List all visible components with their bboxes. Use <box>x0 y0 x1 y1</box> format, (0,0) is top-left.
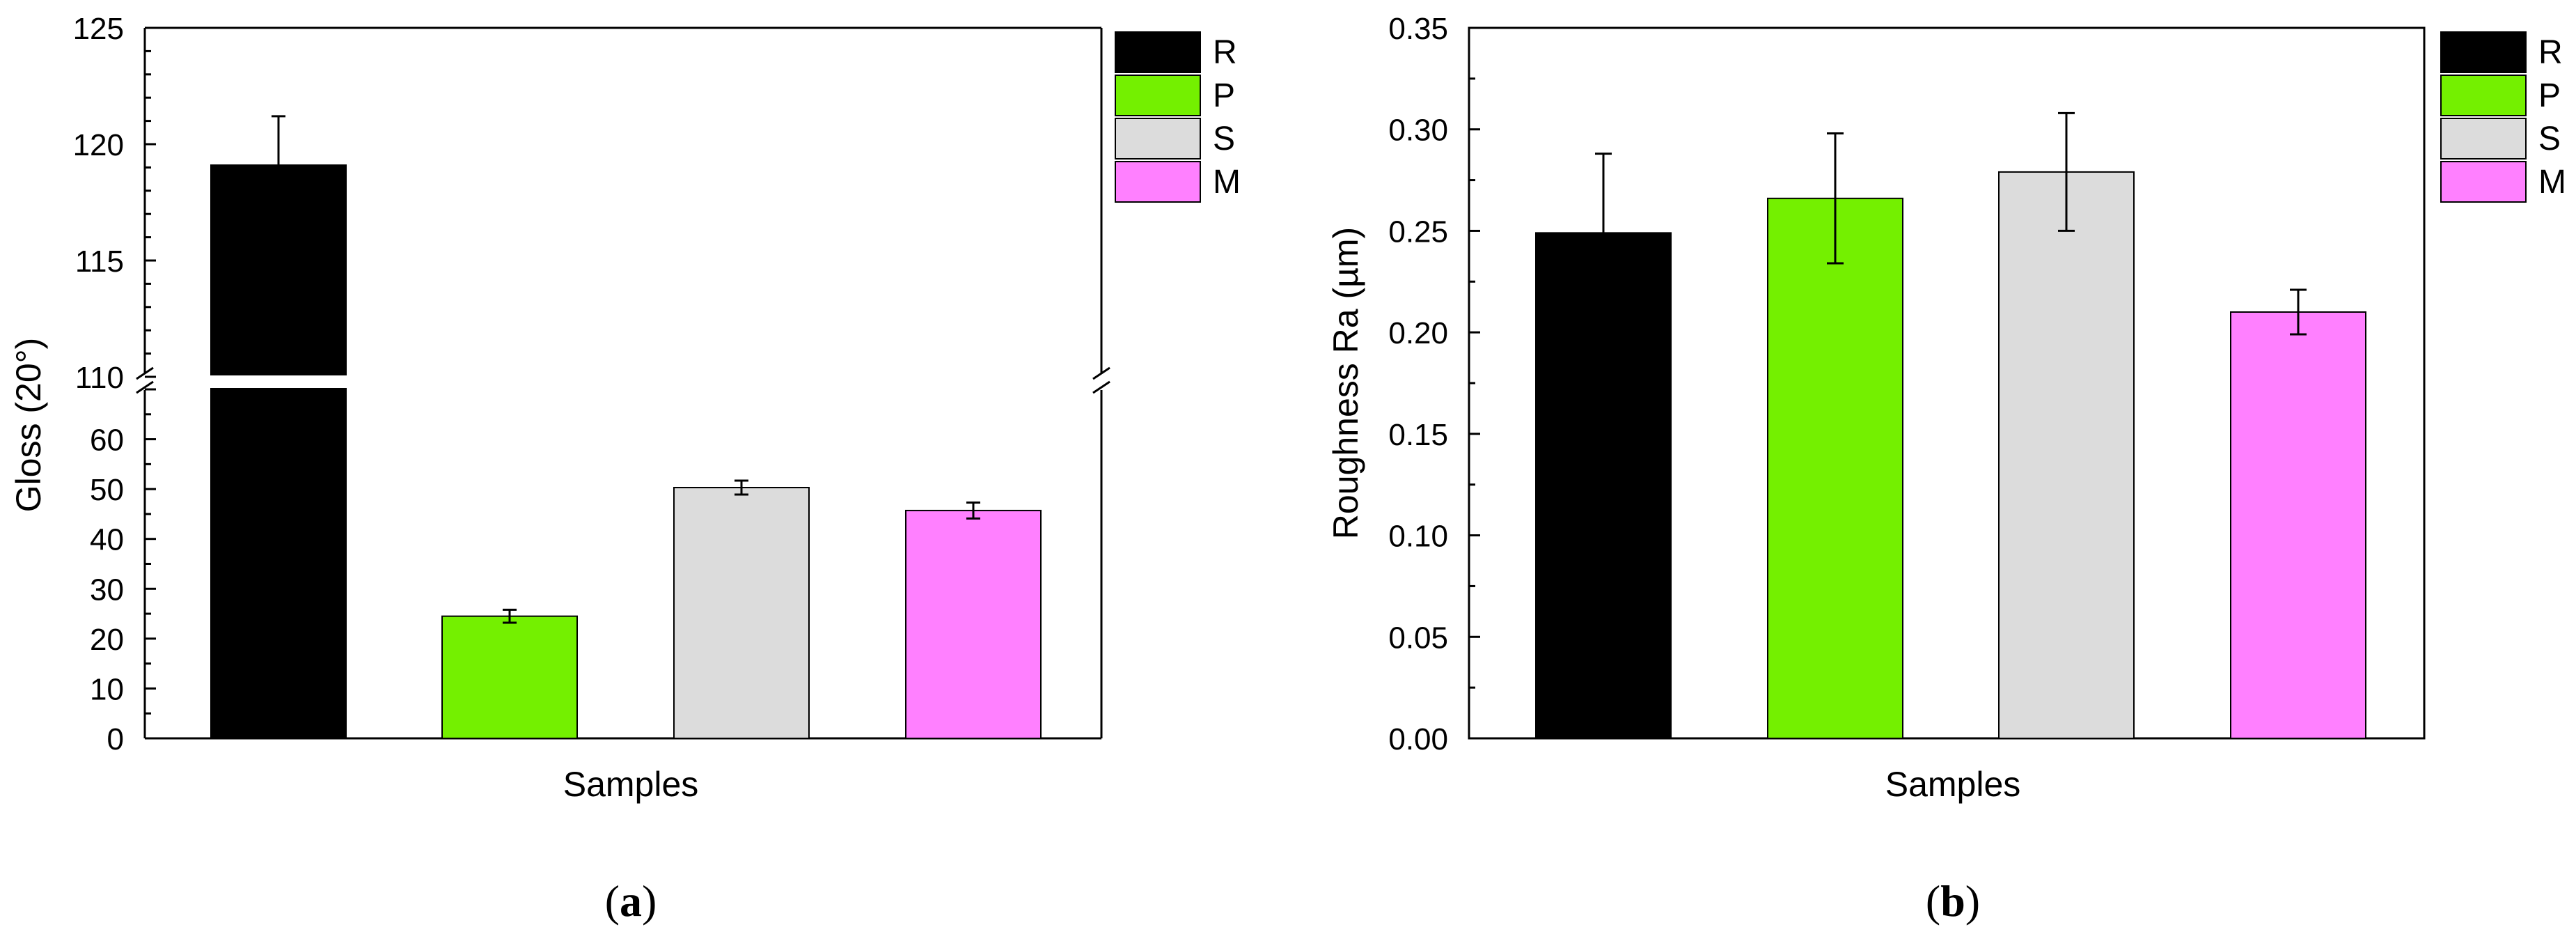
panel-a-xlabel: Samples <box>563 765 699 804</box>
y-tick-label: 110 <box>75 361 124 395</box>
panel-a-caption-open: ( <box>605 876 620 926</box>
bar-R <box>1535 232 1672 740</box>
y-tick-label: 50 <box>90 473 124 507</box>
y-tick-label: 10 <box>90 672 124 706</box>
panel-b-caption: (b) <box>1926 876 1980 926</box>
bar-R <box>210 164 347 739</box>
bar-P <box>1767 197 1903 739</box>
y-tick-label: 0.00 <box>1388 722 1448 756</box>
bar-S <box>673 486 810 739</box>
right-axis-break-mark <box>1092 366 1110 380</box>
legend-label-P: P <box>2538 77 2561 114</box>
y-tick-label: 20 <box>90 623 124 657</box>
legend-swatch-P <box>2440 75 2527 116</box>
y-tick-label: 0.25 <box>1388 215 1448 249</box>
legend-swatch-S <box>1115 118 1201 160</box>
legend-label-S: S <box>2538 121 2561 157</box>
bar-P <box>441 615 578 740</box>
y-tick-label: 30 <box>90 573 124 607</box>
legend-label-M: M <box>2538 164 2566 201</box>
legend-label-P: P <box>1213 77 1235 114</box>
y-tick-label: 0.05 <box>1388 621 1448 655</box>
y-tick-label: 0 <box>107 722 124 756</box>
bar-M <box>905 509 1042 739</box>
y-tick-label: 0.15 <box>1388 418 1448 452</box>
legend-label-M: M <box>1213 164 1241 201</box>
legend-swatch-P <box>1115 75 1201 116</box>
y-tick-label: 0.10 <box>1388 520 1448 554</box>
panel-b-ylabel: Roughness Ra (µm) <box>1326 227 1365 539</box>
panel-b-xlabel: Samples <box>1885 765 2021 804</box>
right-axis-break-mark <box>1092 380 1110 394</box>
y-tick-label: 0.35 <box>1388 12 1448 46</box>
legend-label-R: R <box>1213 34 1237 71</box>
panel-a-caption: (a) <box>605 876 657 926</box>
y-tick-label: 115 <box>75 244 124 279</box>
panel-b-caption-open: ( <box>1926 876 1940 926</box>
y-tick-label: 0.30 <box>1388 114 1448 148</box>
legend-swatch-M <box>2440 161 2527 203</box>
y-tick-label: 40 <box>90 523 124 557</box>
legend-label-R: R <box>2538 34 2563 71</box>
y-tick-label: 0.20 <box>1388 316 1448 350</box>
panel-a-caption-letter: a <box>620 876 642 926</box>
panel-a-ylabel: Gloss (20°) <box>9 338 48 513</box>
panel-b-caption-close: ) <box>1965 876 1980 926</box>
y-tick-label: 60 <box>90 424 124 458</box>
legend-swatch-M <box>1115 161 1201 203</box>
y-tick-label: 120 <box>73 128 124 162</box>
bar-S <box>1998 171 2135 739</box>
bar-break-gap <box>210 375 347 388</box>
legend-swatch-S <box>2440 118 2527 160</box>
legend-swatch-R <box>2440 31 2527 73</box>
bar-M <box>2230 311 2366 739</box>
y-axis-break-mark <box>136 380 154 394</box>
panel-a-caption-close: ) <box>642 876 657 926</box>
y-axis-break-mark <box>136 366 154 380</box>
y-tick-label: 125 <box>73 12 124 46</box>
panel-b-caption-letter: b <box>1940 876 1965 926</box>
legend-swatch-R <box>1115 31 1201 73</box>
legend-label-S: S <box>1213 121 1235 157</box>
